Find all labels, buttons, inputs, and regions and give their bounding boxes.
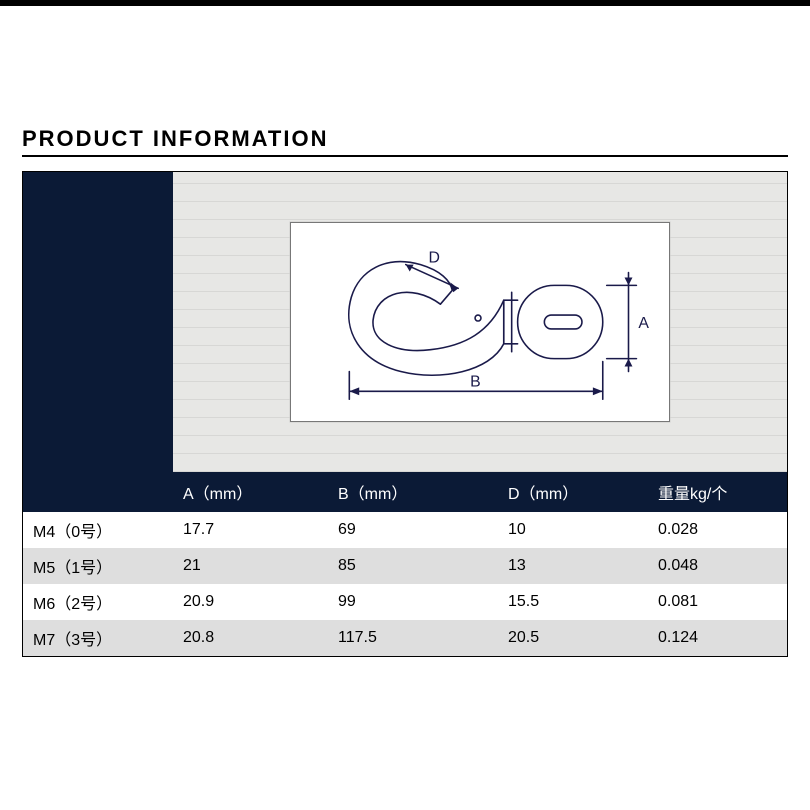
cell-model: M7（3号）: [23, 620, 173, 656]
info-panel: D A: [22, 171, 788, 657]
table-row: M5（1号） 21 85 13 0.048: [23, 548, 787, 584]
dim-label-d: D: [429, 250, 440, 267]
cell-b: 117.5: [328, 620, 498, 656]
page: PRODUCT INFORMATION: [0, 0, 810, 810]
cell-wt: 0.028: [648, 512, 787, 548]
cell-a: 21: [173, 548, 328, 584]
top-spacer: [0, 6, 810, 126]
spec-table: A（mm） B（mm） D（mm） 重量kg/个 M4（0号） 17.7 69 …: [23, 472, 787, 656]
section-title: PRODUCT INFORMATION: [22, 126, 788, 157]
table-row: M7（3号） 20.8 117.5 20.5 0.124: [23, 620, 787, 656]
cell-model: M6（2号）: [23, 584, 173, 620]
dim-label-b: B: [470, 373, 481, 390]
cell-a: 17.7: [173, 512, 328, 548]
col-header-a: A（mm）: [173, 472, 328, 512]
dark-side-panel: [23, 172, 173, 472]
cell-model: M4（0号）: [23, 512, 173, 548]
cell-b: 99: [328, 584, 498, 620]
dim-label-a: A: [638, 315, 649, 332]
col-header-b: B（mm）: [328, 472, 498, 512]
cell-a: 20.9: [173, 584, 328, 620]
panel-top: D A: [23, 172, 787, 472]
cell-b: 85: [328, 548, 498, 584]
cell-wt: 0.124: [648, 620, 787, 656]
cell-d: 13: [498, 548, 648, 584]
table-row: M4（0号） 17.7 69 10 0.028: [23, 512, 787, 548]
cell-b: 69: [328, 512, 498, 548]
table-row: M6（2号） 20.9 99 15.5 0.081: [23, 584, 787, 620]
cell-d: 10: [498, 512, 648, 548]
col-header-d: D（mm）: [498, 472, 648, 512]
hatched-area: D A: [173, 172, 787, 472]
cell-wt: 0.048: [648, 548, 787, 584]
cell-a: 20.8: [173, 620, 328, 656]
cell-model: M5（1号）: [23, 548, 173, 584]
col-header-model: [23, 472, 173, 512]
spec-table-header-row: A（mm） B（mm） D（mm） 重量kg/个: [23, 472, 787, 512]
cell-d: 20.5: [498, 620, 648, 656]
technical-drawing-box: D A: [290, 222, 670, 422]
col-header-weight: 重量kg/个: [648, 472, 787, 512]
swivel-hook-diagram-icon: D A: [291, 223, 669, 421]
cell-wt: 0.081: [648, 584, 787, 620]
cell-d: 15.5: [498, 584, 648, 620]
